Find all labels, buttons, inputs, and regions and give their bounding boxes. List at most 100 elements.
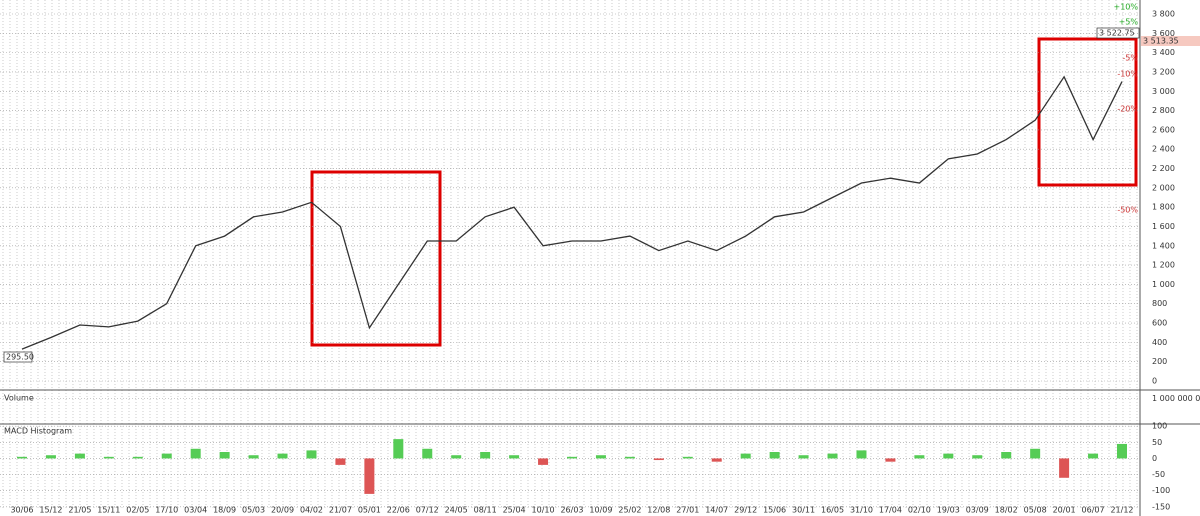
x-tick-label: 02/10 [908,506,931,515]
x-tick-label: 30/06 [10,506,33,515]
histogram-bar [682,456,693,459]
histogram-bar [740,453,751,459]
percent-label: -50% [1117,206,1138,215]
histogram-bar [1088,453,1099,459]
histogram-bar [451,455,462,459]
price-label-box [1096,27,1140,39]
x-tick-label: 18/02 [995,506,1018,515]
y-tick-label: 2 000 [1152,183,1175,192]
histogram-bar [161,453,172,459]
histogram-bar [509,455,520,459]
histogram-bar [595,455,606,459]
y-tick-label: 2 400 [1152,145,1175,154]
histogram-bar [885,458,896,462]
histogram-bar [364,458,375,494]
percent-label: -10% [1117,70,1138,79]
histogram-bar [972,455,983,459]
x-tick-label: 14/07 [705,506,728,515]
price-label-box [3,351,33,363]
highlight-box [310,170,442,347]
y-tick-label: 400 [1152,338,1167,347]
x-tick-label: 19/03 [937,506,960,515]
histogram-bar [422,448,433,459]
panel-title: MACD Histogram [4,427,72,436]
y-tick-label: 3 000 [1152,87,1175,96]
x-tick-label: 17/04 [879,506,902,515]
y-tick-label: 200 [1152,357,1167,366]
y-tick-label: 1 200 [1152,261,1175,270]
current-price-label: 3 513.35 [1143,37,1179,46]
histogram-bar [74,453,85,459]
histogram-bar [538,458,549,465]
x-tick-label: 04/02 [300,506,323,515]
x-tick-label: 17/10 [155,506,178,515]
y-tick-label: 1 400 [1152,241,1175,250]
y-tick-label: 3 200 [1152,67,1175,76]
x-tick-label: 05/03 [242,506,265,515]
histogram-bar [17,456,27,459]
y-tick-label: 3 800 [1152,10,1175,19]
y-tick-label: 800 [1152,299,1167,308]
y-tick-label: -50 [1152,470,1165,479]
x-tick-label: 15/06 [763,506,786,515]
histogram-bar [769,452,780,459]
histogram-bar [1117,443,1127,459]
y-tick-label: 2 600 [1152,125,1175,134]
y-tick-label: 3 600 [1152,29,1175,38]
y-tick-label: 3 400 [1152,48,1175,57]
x-tick-label: 12/08 [647,506,670,515]
percent-label: -5% [1122,54,1138,63]
y-tick-label: 600 [1152,319,1167,328]
y-tick-label: 0 [1152,377,1157,386]
histogram-bar [1001,452,1012,459]
x-tick-label: 07/12 [416,506,439,515]
histogram-bar [624,456,635,459]
x-tick-label: 25/02 [618,506,641,515]
y-tick-label: 1 000 [1152,280,1175,289]
x-tick-label: 10/10 [532,506,555,515]
histogram-bar [943,453,954,459]
x-tick-label: 03/04 [184,506,207,515]
histogram-bar [132,456,143,459]
price-label-box [1141,36,1200,46]
histogram-bar [306,450,317,459]
x-tick-label: 20/09 [271,506,294,515]
y-tick-label: 100 [1152,422,1167,431]
histogram-bar [248,455,259,459]
histogram-bar [219,452,230,459]
histogram-bar [827,453,838,459]
x-tick-label: 24/05 [445,506,468,515]
histogram-bar [567,456,577,459]
histogram-bar [1030,448,1041,459]
y-tick-label: 1 000 000 000 [1152,394,1200,403]
y-tick-label: 50 [1152,438,1162,447]
histogram-bar [103,456,114,459]
price-line [21,75,1123,350]
y-tick-label: -150 [1152,502,1170,511]
x-tick-label: 03/09 [966,506,989,515]
x-tick-label: 10/09 [589,506,612,515]
x-tick-label: 21/07 [329,506,352,515]
x-tick-label: 05/01 [358,506,381,515]
x-tick-label: 05/08 [1024,506,1047,515]
x-tick-label: 30/11 [792,506,815,515]
histogram-bar [393,439,404,459]
histogram-bar [856,450,867,459]
x-tick-label: 31/10 [850,506,873,515]
histogram-bar [335,458,346,465]
percent-label: +10% [1114,3,1139,12]
y-tick-label: 1 800 [1152,203,1175,212]
y-tick-label: 1 600 [1152,222,1175,231]
x-tick-label: 29/12 [734,506,757,515]
y-tick-label: 2 800 [1152,106,1175,115]
histogram-bar [711,458,722,462]
vertical-grid [2,0,1138,510]
panel-title: Volume [4,394,34,403]
histogram-bar [45,455,56,459]
start-price-label: 295.50 [6,353,34,362]
histogram-bar [190,448,201,459]
x-tick-label: 27/01 [676,506,699,515]
x-tick-label: 15/11 [97,506,120,515]
percent-label: -20% [1117,105,1138,114]
y-tick-label: 0 [1152,454,1157,463]
